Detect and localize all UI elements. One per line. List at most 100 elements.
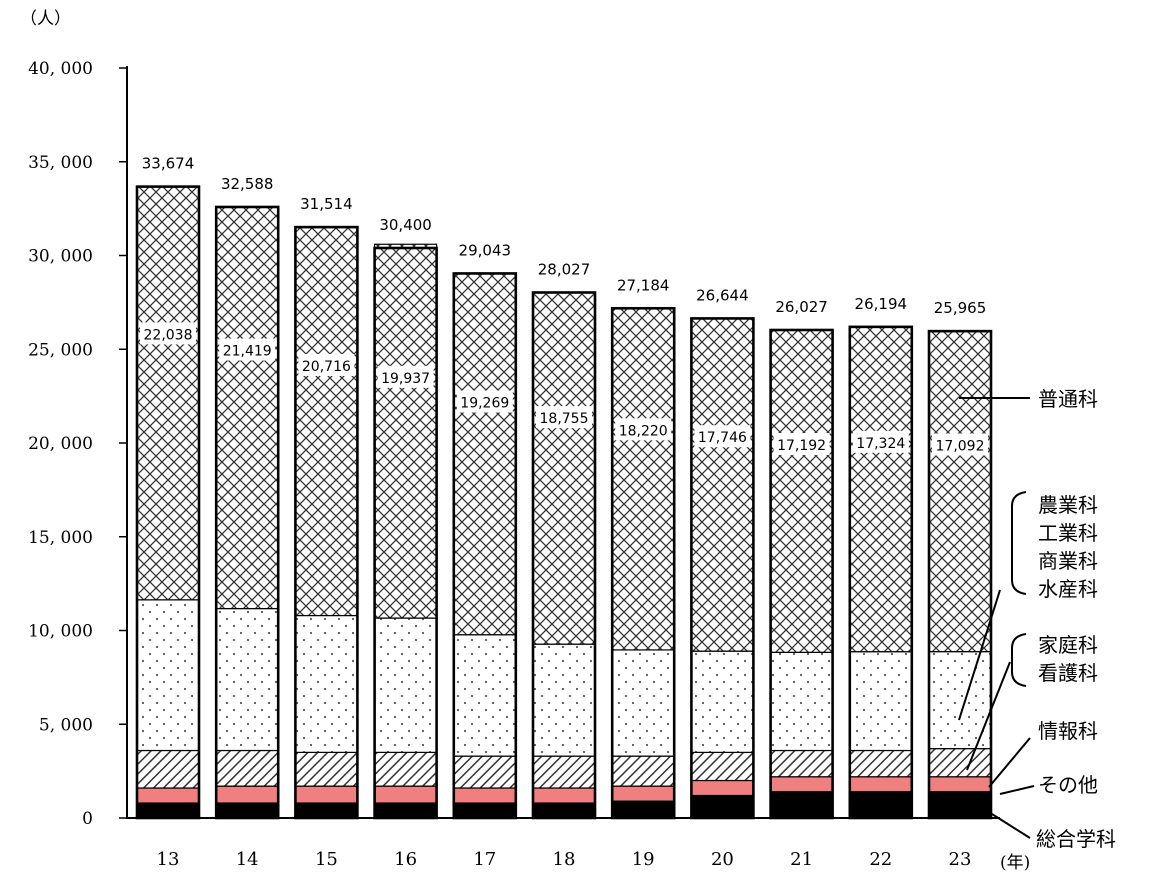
segment-value-label: 17,746 xyxy=(698,430,747,446)
bar-segment xyxy=(374,751,438,787)
bar-outline xyxy=(531,291,597,820)
legend-bracket xyxy=(1011,491,1027,595)
bar-outline xyxy=(135,185,201,820)
legend-leader-line xyxy=(988,737,1031,788)
bar-segment xyxy=(849,776,913,793)
bar-total-label: 25,965 xyxy=(934,299,987,317)
bar-segment xyxy=(136,599,200,752)
y-tick-label: 15, 000 xyxy=(28,528,93,548)
bar-segment xyxy=(769,791,834,819)
legend-bracket xyxy=(1011,633,1027,687)
bar-total-label: 29,043 xyxy=(459,241,512,259)
y-tick-label: 25, 000 xyxy=(28,340,93,360)
segment-label-bg xyxy=(298,353,355,376)
bar-segment xyxy=(769,651,834,752)
x-tick-label: 15 xyxy=(315,849,338,870)
bar-segment xyxy=(849,749,913,778)
bar-total-label: 31,514 xyxy=(300,195,353,213)
bar-segment xyxy=(294,785,358,804)
bar-segment xyxy=(928,330,992,653)
legend-label-integrated: 総合学科 xyxy=(1036,827,1116,851)
x-tick-label: 19 xyxy=(632,849,655,870)
bar-segment xyxy=(611,800,675,819)
bar-segment xyxy=(215,749,279,787)
bar-total-label: 26,194 xyxy=(855,295,908,313)
bar-segment xyxy=(294,802,358,819)
bar-segment xyxy=(374,243,438,619)
segment-value-label: 17,092 xyxy=(936,439,985,455)
bar-segment xyxy=(136,802,200,819)
legend-label-home-nursing: 看護科 xyxy=(1038,661,1098,685)
bar-segment xyxy=(453,272,517,636)
y-tick-label: 10, 000 xyxy=(28,622,93,642)
segment-label-bg xyxy=(773,433,830,456)
bar-segment xyxy=(928,748,992,778)
bar-segment xyxy=(849,326,913,653)
segment-value-label: 17,192 xyxy=(777,438,826,454)
bar-segment xyxy=(611,307,675,651)
y-tick-label: 0 xyxy=(82,809,93,829)
bar-total-label: 27,184 xyxy=(617,276,670,294)
bar-segment xyxy=(769,749,834,778)
bar-segment xyxy=(532,787,596,804)
legend-label-vocational: 商業科 xyxy=(1038,549,1098,573)
y-tick-label: 5, 000 xyxy=(39,715,93,735)
bar-outline xyxy=(452,272,518,820)
bar-segment xyxy=(611,649,675,757)
segment-label-bg xyxy=(615,418,672,441)
legend-label-vocational: 工業科 xyxy=(1038,521,1098,545)
bar-total-label: 26,027 xyxy=(775,298,828,316)
bar-total-label: 30,400 xyxy=(379,216,432,234)
bar-segment xyxy=(453,787,517,804)
x-unit-label: (年) xyxy=(1000,853,1030,873)
bar-total-label: 26,644 xyxy=(696,286,749,304)
bar-outline xyxy=(848,325,914,820)
bar-segment xyxy=(690,779,755,797)
y-unit-label: （人） xyxy=(20,9,71,29)
bar-segment xyxy=(215,785,279,804)
x-tick-label: 20 xyxy=(711,849,734,870)
bar-outline xyxy=(373,246,438,820)
y-tick-label: 30, 000 xyxy=(28,247,93,267)
bar-segment xyxy=(453,634,517,757)
bar-segment xyxy=(294,751,358,787)
bar-total-label: 32,588 xyxy=(221,175,274,193)
y-tick-label: 40, 000 xyxy=(28,59,93,79)
bar-outline xyxy=(769,328,834,820)
bar-segment xyxy=(136,787,200,804)
legend-leader-line xyxy=(999,785,1035,795)
segment-value-label: 19,937 xyxy=(381,371,430,387)
bar-outline xyxy=(294,225,359,820)
segment-label-bg xyxy=(377,365,434,388)
segment-label-bg xyxy=(140,322,196,345)
x-tick-label: 13 xyxy=(157,849,180,870)
segment-value-label: 18,220 xyxy=(619,423,668,439)
segment-label-bg xyxy=(694,425,751,448)
segment-value-label: 22,038 xyxy=(144,327,193,343)
bar-segment xyxy=(453,755,517,789)
segment-value-label: 17,324 xyxy=(856,436,905,452)
x-tick-label: 16 xyxy=(394,849,417,870)
bars-layer xyxy=(135,185,993,820)
labels-layer: 33,674 22,038 13 32,588 21,419 14 31,514 20,716… xyxy=(140,155,1030,873)
segment-value-label: 21,419 xyxy=(223,344,272,360)
bar-segment xyxy=(374,802,438,819)
bar-segment xyxy=(532,802,596,819)
bar-outline xyxy=(690,317,755,820)
legend-label-home-nursing: 家庭科 xyxy=(1038,633,1098,657)
bar-segment xyxy=(690,650,755,753)
bar-segment xyxy=(928,651,992,750)
bar-outline xyxy=(214,205,280,820)
bar-segment xyxy=(690,751,755,782)
bar-segment xyxy=(136,186,200,601)
segment-value-label: 19,269 xyxy=(460,396,509,412)
bar-total-label: 33,674 xyxy=(142,155,195,173)
bar-segment xyxy=(136,749,200,789)
bar-segment xyxy=(849,791,913,819)
bar-outline xyxy=(610,306,676,820)
bar-segment xyxy=(928,776,992,793)
bar-segment xyxy=(532,755,596,789)
bar-segment xyxy=(611,785,675,802)
y-tick-label: 35, 000 xyxy=(28,153,93,173)
x-tick-label: 21 xyxy=(790,849,813,870)
